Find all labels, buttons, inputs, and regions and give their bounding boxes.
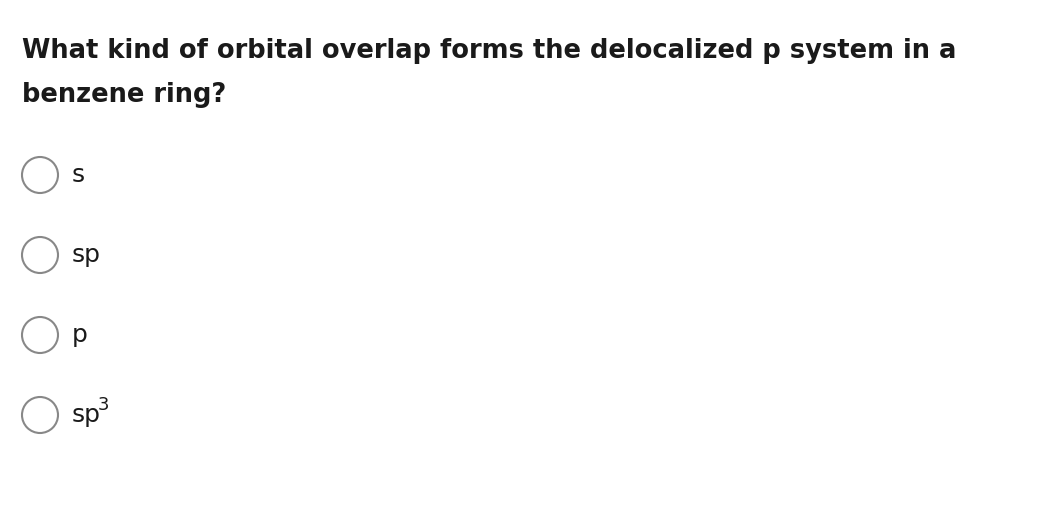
Text: p: p xyxy=(72,323,88,347)
Text: 3: 3 xyxy=(99,396,109,414)
Text: sp: sp xyxy=(72,403,101,427)
Text: s: s xyxy=(72,163,85,187)
Text: benzene ring?: benzene ring? xyxy=(22,82,226,108)
Text: What kind of orbital overlap forms the delocalized p system in a: What kind of orbital overlap forms the d… xyxy=(22,38,957,64)
Text: sp: sp xyxy=(72,243,101,267)
